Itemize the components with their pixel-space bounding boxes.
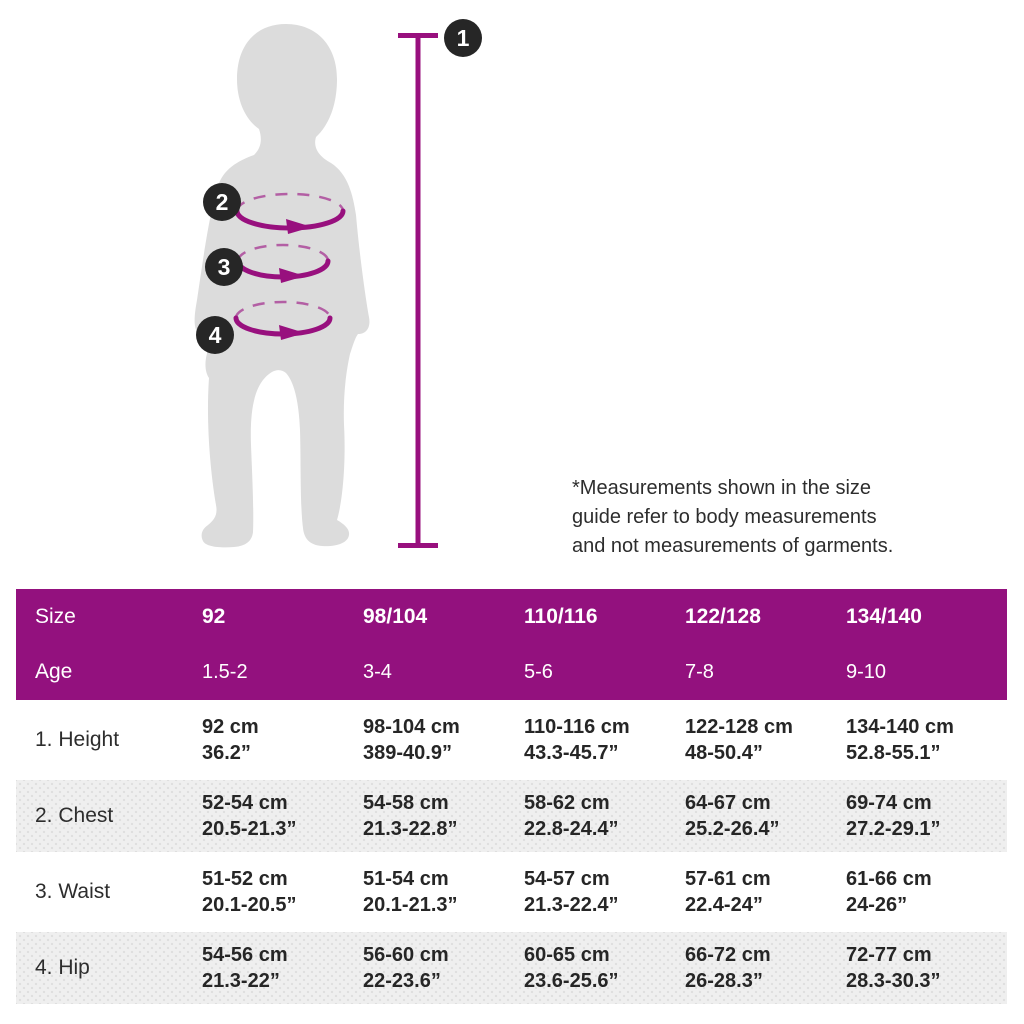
row-label: 3. Waist: [35, 880, 111, 903]
cm-value: 61-66 cm: [846, 868, 932, 890]
cm-value: 92 cm: [202, 716, 259, 738]
waist-badge: 3: [205, 248, 243, 286]
measurement-cell: 51-54 cm 20.1-21.3”: [363, 866, 524, 918]
inch-value: 22.8-24.4”: [524, 818, 619, 840]
cm-value: 54-57 cm: [524, 868, 610, 890]
measurement-cell: 54-57 cm 21.3-22.4”: [524, 866, 685, 918]
measurement-note: *Measurements shown in the size guide re…: [572, 474, 893, 561]
inch-value: 389-40.9”: [363, 742, 452, 764]
inch-value: 52.8-55.1”: [846, 742, 941, 764]
height-row: 1. Height 92 cm 36.2” 98-104 cm 389-40.9…: [16, 704, 1007, 776]
hip-badge: 4: [196, 316, 234, 354]
cm-value: 56-60 cm: [363, 944, 449, 966]
cm-value: 57-61 cm: [685, 868, 771, 890]
cm-value: 134-140 cm: [846, 716, 954, 738]
inch-value: 22.4-24”: [685, 894, 763, 916]
chest-row: 2. Chest 52-54 cm 20.5-21.3” 54-58 cm 21…: [16, 780, 1007, 852]
measurement-cell: 61-66 cm 24-26”: [846, 866, 1007, 918]
inch-value: 21.3-22.8”: [363, 818, 458, 840]
size-header-cell: 134/140: [846, 604, 922, 628]
inch-value: 20.1-21.3”: [363, 894, 458, 916]
child-silhouette: [194, 24, 370, 548]
inch-value: 22-23.6”: [363, 970, 441, 992]
measurement-cell: 66-72 cm 26-28.3”: [685, 942, 846, 994]
age-header-cell: 7-8: [685, 660, 714, 683]
inch-value: 26-28.3”: [685, 970, 763, 992]
inch-value: 28.3-30.3”: [846, 970, 941, 992]
measurement-cell: 60-65 cm 23.6-25.6”: [524, 942, 685, 994]
measurement-cell: 134-140 cm 52.8-55.1”: [846, 714, 1007, 766]
inch-value: 21.3-22”: [202, 970, 280, 992]
measurement-cell: 56-60 cm 22-23.6”: [363, 942, 524, 994]
chest-arrowhead: [286, 219, 312, 234]
inch-value: 43.3-45.7”: [524, 742, 619, 764]
hip-arrowhead: [279, 325, 305, 340]
hip-row: 4. Hip 54-56 cm 21.3-22” 56-60 cm 22-23.…: [16, 932, 1007, 1004]
age-header-cell: 3-4: [363, 660, 392, 683]
waist-arrowhead: [279, 268, 305, 283]
cm-value: 51-52 cm: [202, 868, 288, 890]
cm-value: 69-74 cm: [846, 792, 932, 814]
note-line: guide refer to body measurements: [572, 506, 877, 528]
age-header-cell: 1.5-2: [202, 660, 248, 683]
row-label: 2. Chest: [35, 804, 114, 827]
row-label: 4. Hip: [35, 956, 90, 979]
table-header: Size 92 98/104 110/116 122/128 134/140 A…: [16, 589, 1007, 700]
note-line: and not measurements of garments.: [572, 535, 894, 557]
age-header-cell: 5-6: [524, 660, 553, 683]
inch-value: 21.3-22.4”: [524, 894, 619, 916]
child-measurement-figure: [194, 24, 438, 548]
measurement-cell: 51-52 cm 20.1-20.5”: [202, 866, 363, 918]
inch-value: 20.1-20.5”: [202, 894, 297, 916]
row-label: 1. Height: [35, 728, 120, 751]
measurement-cell: 54-56 cm 21.3-22”: [202, 942, 363, 994]
size-row-label: Size: [35, 604, 76, 628]
measurement-cell: 92 cm 36.2”: [202, 714, 363, 766]
measurement-cell: 122-128 cm 48-50.4”: [685, 714, 846, 766]
cm-value: 54-58 cm: [363, 792, 449, 814]
size-header-cell: 110/116: [524, 604, 598, 628]
inch-value: 48-50.4”: [685, 742, 763, 764]
inch-value: 36.2”: [202, 742, 251, 764]
cm-value: 122-128 cm: [685, 716, 793, 738]
chest-measure-ellipse: [234, 192, 346, 234]
cm-value: 60-65 cm: [524, 944, 610, 966]
measurement-cell: 52-54 cm 20.5-21.3”: [202, 790, 363, 842]
size-header-cell: 92: [202, 604, 226, 628]
chest-badge: 2: [203, 183, 241, 221]
measurement-cell: 57-61 cm 22.4-24”: [685, 866, 846, 918]
cm-value: 52-54 cm: [202, 792, 288, 814]
inch-value: 20.5-21.3”: [202, 818, 297, 840]
height-badge: 1: [444, 19, 482, 57]
size-header-cell: 98/104: [363, 604, 428, 628]
cm-value: 110-116 cm: [524, 716, 630, 738]
measurement-cell: 98-104 cm 389-40.9”: [363, 714, 524, 766]
cm-value: 72-77 cm: [846, 944, 932, 966]
cm-value: 66-72 cm: [685, 944, 771, 966]
measurement-cell: 110-116 cm 43.3-45.7”: [524, 714, 685, 766]
inch-value: 24-26”: [846, 894, 908, 916]
inch-value: 27.2-29.1”: [846, 818, 941, 840]
size-header-cell: 122/128: [685, 604, 761, 628]
measurement-cell: 64-67 cm 25.2-26.4”: [685, 790, 846, 842]
cm-value: 51-54 cm: [363, 868, 449, 890]
note-line: *Measurements shown in the size: [572, 477, 872, 499]
waist-row: 3. Waist 51-52 cm 20.1-20.5” 51-54 cm 20…: [16, 856, 1007, 928]
age-row-label: Age: [35, 660, 73, 684]
cm-value: 98-104 cm: [363, 716, 460, 738]
measurement-cell: 69-74 cm 27.2-29.1”: [846, 790, 1007, 842]
measurement-cell: 54-58 cm 21.3-22.8”: [363, 790, 524, 842]
height-measure-line: [398, 33, 438, 548]
measurement-cell: 72-77 cm 28.3-30.3”: [846, 942, 1007, 994]
inch-value: 25.2-26.4”: [685, 818, 780, 840]
cm-value: 58-62 cm: [524, 792, 610, 814]
inch-value: 23.6-25.6”: [524, 970, 619, 992]
age-header-cell: 9-10: [846, 660, 887, 683]
hip-measure-ellipse: [233, 300, 333, 340]
cm-value: 64-67 cm: [685, 792, 771, 814]
size-table: Size 92 98/104 110/116 122/128 134/140 A…: [16, 589, 1007, 1004]
cm-value: 54-56 cm: [202, 944, 288, 966]
measurement-cell: 58-62 cm 22.8-24.4”: [524, 790, 685, 842]
